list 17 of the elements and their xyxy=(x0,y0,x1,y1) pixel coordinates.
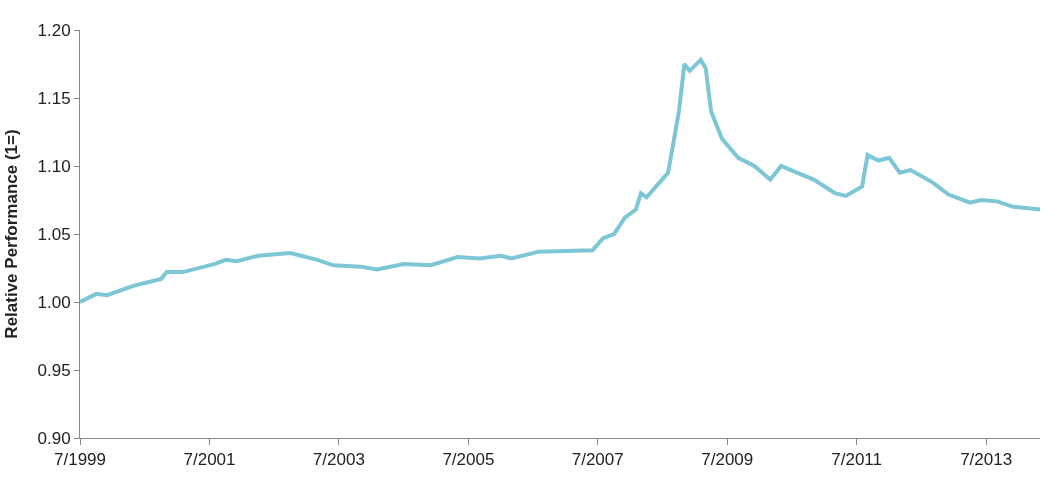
x-tick-label: 7/2009 xyxy=(701,450,754,470)
x-tick-label: 7/2007 xyxy=(571,450,624,470)
x-tick-label: 7/2005 xyxy=(442,450,495,470)
x-tick-label: 7/2001 xyxy=(183,450,236,470)
y-tick-label: 1.10 xyxy=(37,156,71,176)
x-tick-label: 7/2003 xyxy=(312,450,365,470)
y-tick-label: 0.90 xyxy=(37,428,71,448)
y-tick-label: 1.15 xyxy=(37,88,71,108)
y-tick-label: 1.00 xyxy=(37,292,71,312)
y-tick-label: 1.20 xyxy=(37,20,71,40)
x-tick-label: 7/2013 xyxy=(960,450,1013,470)
y-axis-title: Relative Performance (1=) xyxy=(2,129,22,339)
line-series xyxy=(80,57,1040,304)
y-tick-label: 1.05 xyxy=(37,224,71,244)
y-tick-label: 0.95 xyxy=(37,360,71,380)
x-tick-label: 7/2011 xyxy=(831,450,882,470)
x-tick-label: 7/1999 xyxy=(54,450,106,470)
